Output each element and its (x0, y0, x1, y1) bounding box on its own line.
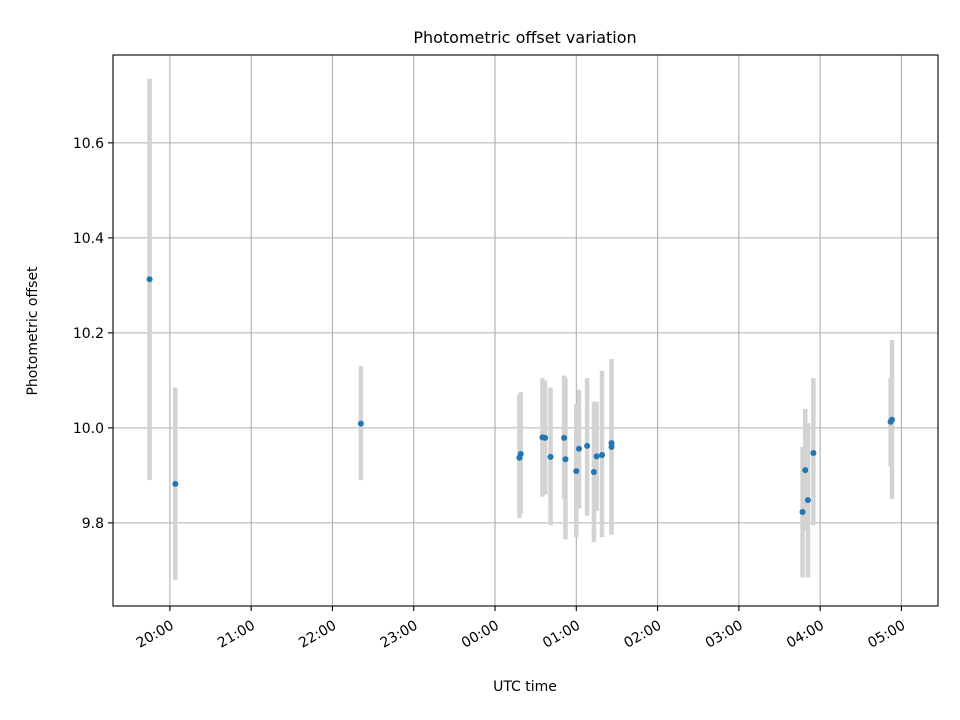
data-point (593, 453, 600, 460)
data-point (561, 434, 568, 441)
data-point (584, 442, 591, 449)
data-point (576, 445, 583, 452)
data-point (517, 451, 524, 457)
data-point (590, 469, 597, 476)
y-tick-label: 10.6 (73, 136, 104, 152)
chart-title: Photometric offset variation (413, 28, 636, 47)
data-points (146, 276, 895, 515)
data-point (357, 420, 364, 427)
plot-frame (112, 54, 939, 607)
data-point (172, 480, 179, 487)
data-point (802, 467, 809, 474)
y-tick-label: 10.4 (73, 231, 104, 247)
data-point (562, 456, 569, 463)
y-tick-label: 10.0 (73, 421, 104, 437)
data-point (888, 416, 895, 423)
data-point (608, 443, 615, 450)
data-point (542, 434, 549, 441)
y-axis-ticks: 9.8 10.0 10.2 10.4 10.6 (73, 136, 113, 532)
grid (113, 55, 938, 606)
data-point (547, 453, 554, 460)
data-point (573, 468, 580, 475)
data-point (804, 497, 811, 504)
y-axis-label: Photometric offset (25, 266, 41, 396)
y-tick-label: 9.8 (82, 516, 104, 532)
data-point (146, 276, 153, 283)
data-point (810, 450, 817, 457)
y-tick-label: 10.2 (73, 326, 104, 342)
data-point (799, 508, 806, 515)
x-axis-label: UTC time (493, 679, 557, 695)
data-point (599, 451, 606, 458)
